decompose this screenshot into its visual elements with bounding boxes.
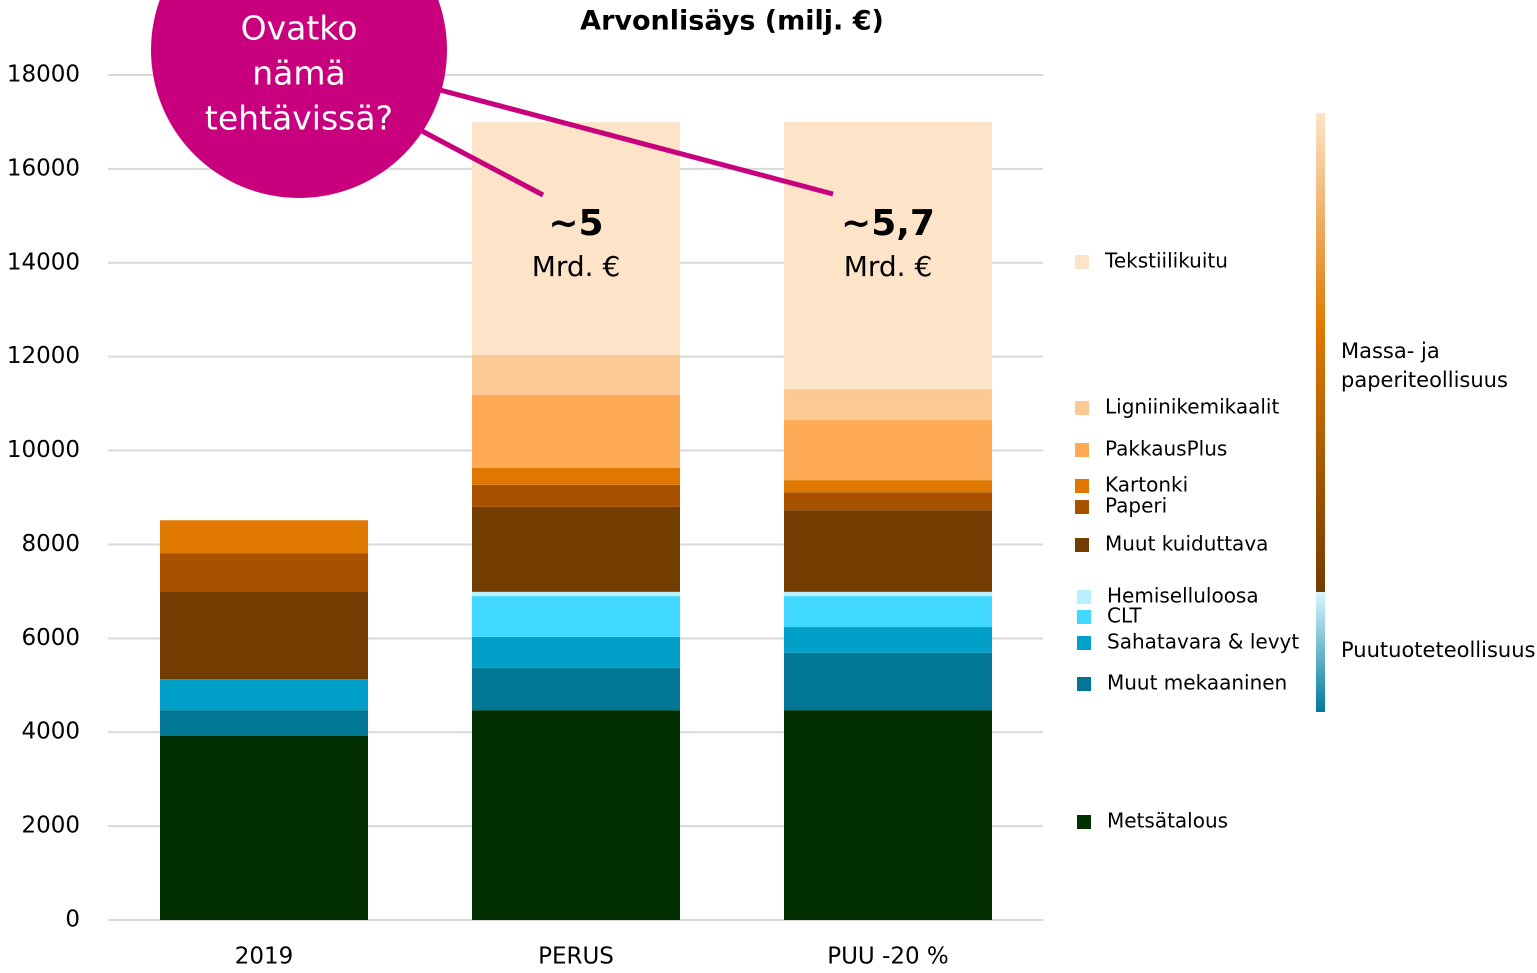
group-label: paperiteollisuus bbox=[1341, 368, 1508, 392]
group-bar bbox=[1316, 113, 1325, 592]
bar-segment bbox=[472, 591, 680, 597]
legend-label: Metsätalous bbox=[1107, 809, 1228, 833]
legend-swatch bbox=[1077, 677, 1091, 691]
y-tick-label: 2000 bbox=[21, 813, 80, 839]
legend-label: CLT bbox=[1107, 604, 1142, 628]
legend-label: Paperi bbox=[1105, 494, 1167, 518]
y-tick-label: 4000 bbox=[21, 719, 80, 745]
bar-segment bbox=[472, 467, 680, 485]
y-tick-label: 16000 bbox=[7, 155, 80, 181]
bar-segment bbox=[160, 679, 368, 711]
bar-segment bbox=[472, 596, 680, 637]
legend-swatch bbox=[1075, 500, 1089, 514]
bar-segment bbox=[472, 394, 680, 468]
legend-label: Ligniinikemikaalit bbox=[1105, 395, 1279, 419]
x-tick-label: PUU -20 % bbox=[827, 944, 949, 970]
bar-segment bbox=[160, 520, 368, 554]
bar-segment bbox=[472, 122, 680, 356]
bar-segment bbox=[472, 636, 680, 668]
x-tick-label: PERUS bbox=[538, 944, 614, 970]
legend-label: Sahatavara & levyt bbox=[1107, 630, 1299, 654]
legend-swatch bbox=[1075, 538, 1089, 552]
callout-text: Ovatko bbox=[241, 9, 358, 48]
legend-label: Tekstiilikuitu bbox=[1104, 249, 1228, 273]
bar-segment bbox=[784, 652, 992, 711]
bar-annotation-unit: Mrd. € bbox=[844, 250, 933, 283]
callout-pointer bbox=[418, 127, 545, 198]
y-tick-label: 14000 bbox=[7, 249, 80, 275]
legend-label: Hemiselluloosa bbox=[1107, 584, 1259, 608]
y-tick-label: 10000 bbox=[7, 437, 80, 463]
bar-annotation-value: ~5,7 bbox=[841, 203, 935, 244]
group-label: Massa- ja bbox=[1341, 339, 1440, 363]
legend-swatch bbox=[1077, 636, 1091, 650]
bar-segment bbox=[784, 591, 992, 597]
legend-label: PakkausPlus bbox=[1105, 437, 1227, 461]
y-tick-label: 18000 bbox=[7, 62, 80, 88]
bar-annotation-unit: Mrd. € bbox=[532, 250, 621, 283]
legend-swatch bbox=[1075, 479, 1089, 493]
bar-segment bbox=[784, 420, 992, 481]
legend-swatch bbox=[1075, 255, 1089, 269]
callout-text: tehtävissä? bbox=[205, 99, 393, 138]
legend-swatch bbox=[1077, 815, 1091, 829]
bar-segment bbox=[784, 510, 992, 592]
legend-label: Kartonki bbox=[1105, 473, 1188, 497]
bar-segment bbox=[784, 121, 992, 390]
bar-segment bbox=[160, 591, 368, 680]
y-tick-label: 8000 bbox=[21, 531, 80, 557]
bar-segment bbox=[160, 710, 368, 736]
legend-swatch bbox=[1075, 443, 1089, 457]
bar-segment bbox=[784, 492, 992, 511]
y-tick-label: 12000 bbox=[7, 343, 80, 369]
legend-swatch bbox=[1075, 401, 1089, 415]
bar-segment bbox=[784, 710, 992, 920]
bar-segment bbox=[472, 484, 680, 507]
bar-segment bbox=[472, 506, 680, 592]
chart-title: Arvonlisäys (milj. €) bbox=[580, 6, 884, 37]
callout-pointer bbox=[439, 87, 834, 197]
legend-swatch bbox=[1077, 590, 1091, 604]
callout-text: nämä bbox=[252, 54, 346, 93]
legend-label: Muut mekaaninen bbox=[1107, 671, 1287, 695]
bar-segment bbox=[160, 553, 368, 592]
y-tick-label: 0 bbox=[65, 907, 80, 933]
bar-segment bbox=[472, 667, 680, 711]
legend-label: Muut kuiduttava bbox=[1105, 532, 1268, 556]
group-bar bbox=[1316, 592, 1325, 712]
bar-segment bbox=[784, 627, 992, 653]
bar-annotation-value: ~5 bbox=[548, 203, 603, 244]
y-tick-label: 6000 bbox=[21, 625, 80, 651]
bar-segment bbox=[784, 480, 992, 493]
bar-segment bbox=[160, 735, 368, 920]
bar-segment bbox=[784, 389, 992, 421]
bar-segment bbox=[784, 596, 992, 628]
callout-bubble bbox=[151, 0, 447, 198]
x-tick-label: 2019 bbox=[235, 944, 294, 970]
legend-swatch bbox=[1077, 610, 1091, 624]
group-label: Puutuoteteollisuus bbox=[1341, 638, 1535, 662]
bar-segment bbox=[472, 355, 680, 395]
bar-segment bbox=[472, 710, 680, 920]
